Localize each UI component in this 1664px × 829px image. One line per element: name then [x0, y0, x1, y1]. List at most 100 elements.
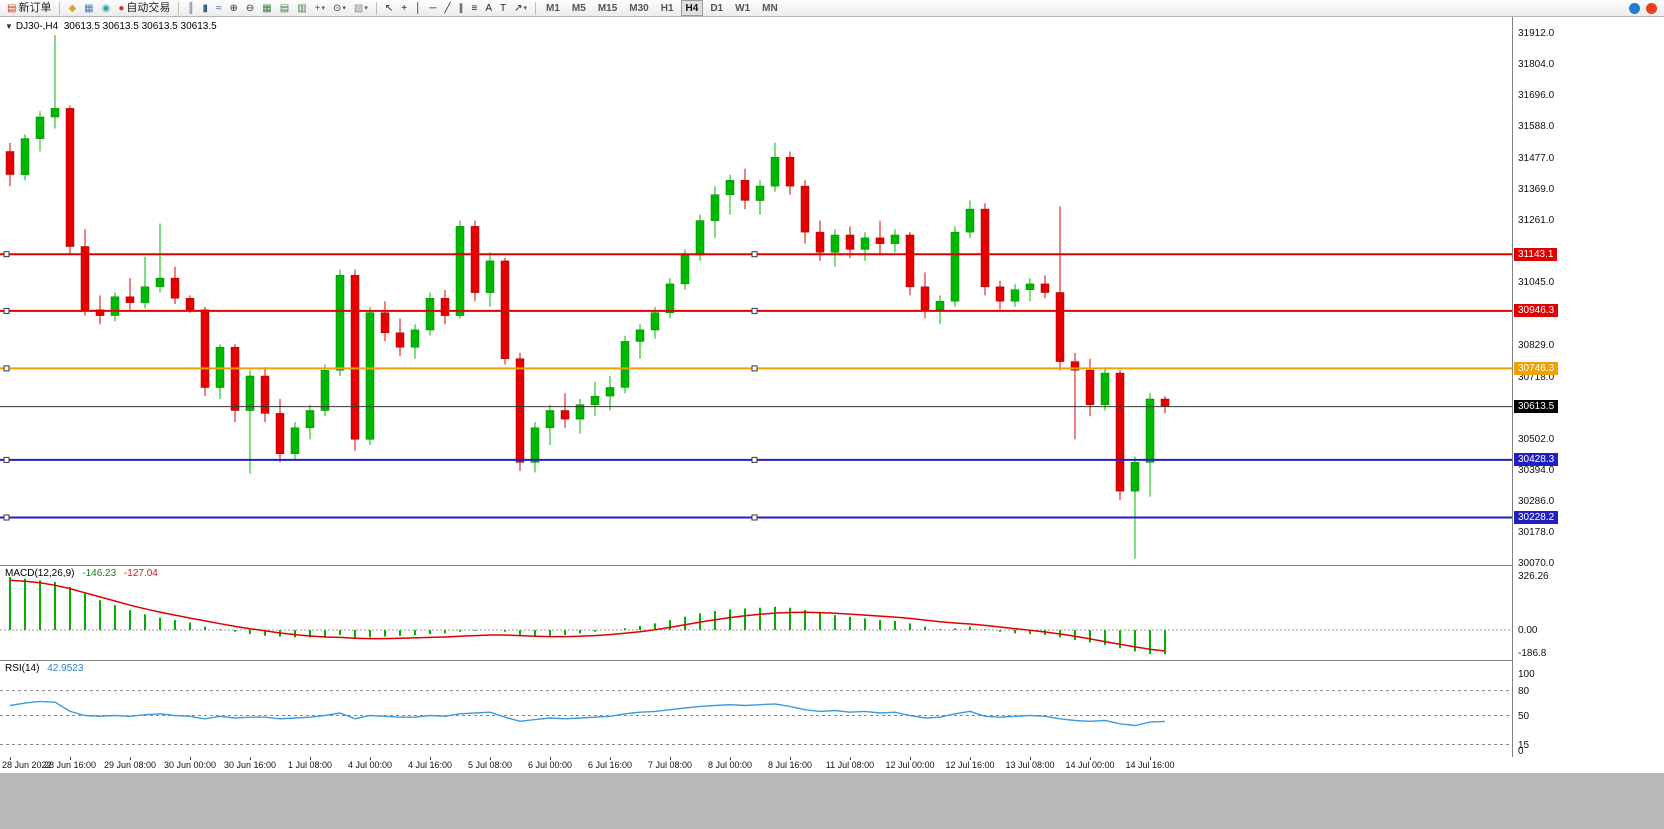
tile-windows-icon: ▦	[262, 2, 272, 14]
crosshair-icon[interactable]: +	[398, 0, 410, 17]
auto-trading-button[interactable]: ● 自动交易	[115, 0, 173, 17]
line-chart-icon: ≈	[216, 2, 222, 14]
text-icon: A	[485, 2, 492, 14]
axis-label: 0.00	[1518, 625, 1538, 636]
time-axis-tick	[670, 757, 671, 760]
new-order-button[interactable]: ▤ 新订单	[4, 0, 54, 17]
axis-label: 31696.0	[1518, 90, 1555, 102]
axis-label: 30394.0	[1518, 464, 1555, 476]
indicators-icon[interactable]: + ▾	[312, 0, 328, 17]
candlestick-chart-icon: ▮	[202, 2, 208, 14]
axis-label: 31804.0	[1518, 59, 1555, 71]
panel-separator[interactable]	[0, 565, 1664, 566]
timeframe-button-MN[interactable]: MN	[762, 2, 778, 14]
bar-chart-icon[interactable]: ║	[184, 0, 197, 17]
indicators-icon: +	[314, 2, 321, 14]
timeframe-button-H4[interactable]: H4	[680, 0, 704, 16]
rsi-name: RSI(14)	[5, 663, 40, 674]
toolbar-separator	[535, 1, 537, 15]
equidistant-channel-icon: ∥	[458, 2, 464, 14]
time-axis-label: 30 Jun 00:00	[163, 760, 217, 770]
time-axis-label: 8 Jul 00:00	[707, 760, 753, 770]
zoom-in-icon[interactable]: ⊕	[227, 0, 241, 17]
axis-label: 0	[1518, 746, 1524, 757]
time-axis-label: 12 Jul 00:00	[885, 760, 935, 770]
time-axis-tick	[730, 757, 731, 760]
axis-label: 31369.0	[1518, 184, 1555, 196]
axis-label: 15	[1518, 739, 1530, 751]
zoom-in-icon: ⊕	[229, 2, 238, 14]
timeframe-button-M1[interactable]: M1	[546, 2, 560, 14]
bottom-workspace-strip	[0, 773, 1664, 829]
timeframe-button-M5[interactable]: M5	[571, 2, 586, 14]
timeframe-button-W1[interactable]: W1	[735, 2, 751, 14]
macd-main-value: -146.23	[82, 568, 117, 579]
trendline-icon: ╱	[444, 2, 451, 14]
templates-icon[interactable]: ▧ ▾	[351, 0, 371, 17]
main-chart-canvas[interactable]	[0, 17, 1512, 565]
macd-panel-canvas[interactable]	[0, 565, 1512, 660]
text-icon[interactable]: A	[482, 0, 495, 17]
data-window-icon[interactable]: ▦	[81, 0, 96, 17]
zoom-out-icon[interactable]: ⊖	[243, 0, 257, 17]
horizontal-line-icon[interactable]: ─	[426, 0, 439, 17]
one-click-trading-toggle[interactable]: ▼	[5, 22, 13, 31]
equidistant-channel-icon[interactable]: ∥	[455, 0, 466, 17]
price-axis[interactable]: 31912.0 31804.0 31696.0 31588.0 31477.0 31369…	[1513, 17, 1664, 773]
dropdown-caret-icon[interactable]: ▾	[523, 4, 528, 12]
panel-separator[interactable]	[0, 660, 1664, 661]
axis-label: 31045.0	[1518, 277, 1555, 289]
chart-title: ▼ DJ30-,H4 30613.5 30613.5 30613.5 30613.…	[5, 21, 217, 32]
auto-arrange-icon[interactable]: ▥	[294, 0, 309, 17]
cursor-icon[interactable]: ↖	[382, 0, 396, 17]
axis-label: 30718.0	[1518, 371, 1555, 383]
axis-label: 30070.0	[1518, 558, 1555, 569]
macd-indicator-label: MACD(12,26,9) -146.23 -127.04	[5, 568, 158, 579]
price-level-badge: 30428.3	[1514, 453, 1559, 467]
horizontal-line-icon: ─	[429, 2, 437, 14]
timeframe-button-M30[interactable]: M30	[629, 2, 649, 14]
time-axis-label: 7 Jul 08:00	[647, 760, 693, 770]
auto-trading-button-label: 自动交易	[126, 1, 171, 14]
cascade-windows-icon[interactable]: ▤	[277, 0, 292, 17]
tile-windows-icon[interactable]: ▦	[259, 0, 274, 17]
timeframe-button-M15[interactable]: M15	[597, 2, 618, 14]
vertical-line-icon[interactable]: │	[412, 0, 424, 17]
timeframe-button-H1[interactable]: H1	[660, 2, 674, 14]
fibonacci-icon[interactable]: ≡	[468, 0, 480, 17]
new-order-button-icon: ▤	[7, 2, 17, 14]
cursor-icon: ↖	[384, 2, 394, 14]
news-alert-icon[interactable]	[1646, 2, 1657, 14]
navigator-icon[interactable]: ◉	[99, 0, 114, 17]
axis-label: -186.8	[1518, 648, 1547, 659]
time-axis-label: 11 Jul 08:00	[825, 760, 875, 770]
axis-label: 50	[1518, 710, 1530, 722]
periods-icon[interactable]: ⊙ ▾	[330, 0, 349, 17]
price-level-badge: 30946.3	[1514, 304, 1559, 318]
dropdown-caret-icon[interactable]: ▾	[364, 4, 368, 12]
axis-label: 31912.0	[1518, 28, 1555, 39]
time-axis-tick	[310, 757, 311, 760]
bar-chart-icon: ║	[187, 2, 195, 14]
market-watch-icon[interactable]: ◆	[65, 0, 79, 17]
navigator-icon: ◉	[101, 2, 111, 14]
chart-symbol-period: DJ30-,H4	[15, 21, 59, 32]
arrows-icon[interactable]: ↗ ▾	[511, 0, 530, 17]
label-icon[interactable]: T	[497, 0, 509, 17]
time-axis-label: 13 Jul 08:00	[1005, 760, 1055, 770]
community-search-icon[interactable]	[1629, 2, 1640, 14]
time-axis[interactable]: 28 Jun 2022 28 Jun 16:00 29 Jun 08:00 30 Ju…	[0, 757, 1513, 773]
dropdown-caret-icon[interactable]: ▾	[342, 4, 346, 12]
time-axis-tick	[850, 757, 851, 760]
market-watch-icon: ◆	[68, 2, 77, 14]
time-axis-tick	[190, 757, 191, 760]
fibonacci-icon: ≡	[471, 2, 478, 14]
trendline-icon[interactable]: ╱	[441, 0, 453, 17]
line-chart-icon[interactable]: ≈	[213, 0, 225, 17]
axis-label: 31477.0	[1518, 153, 1555, 165]
cascade-windows-icon: ▤	[279, 2, 290, 14]
timeframe-button-D1[interactable]: D1	[710, 2, 724, 14]
dropdown-caret-icon[interactable]: ▾	[321, 4, 325, 12]
candlestick-chart-icon[interactable]: ▮	[199, 0, 211, 17]
rsi-panel-canvas[interactable]	[0, 660, 1512, 757]
